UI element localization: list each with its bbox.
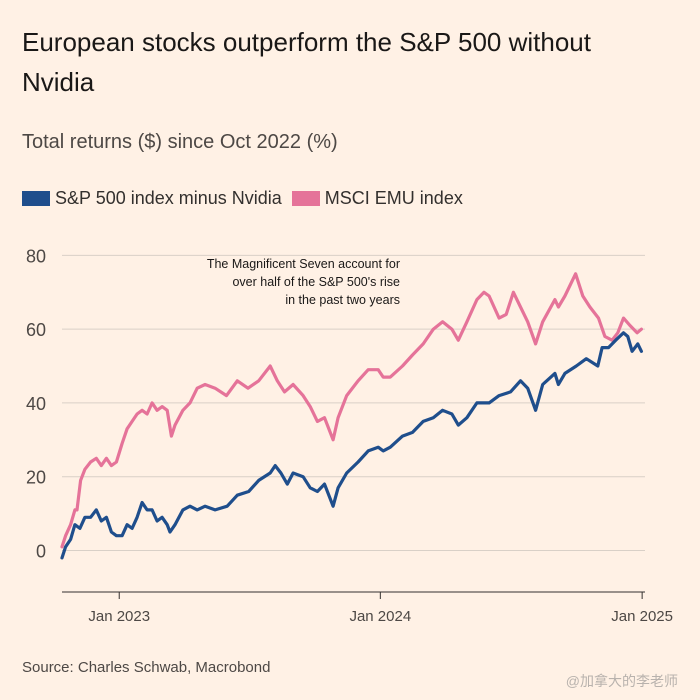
y-tick-label: 0 (36, 541, 46, 561)
series-line-sp500-minus-nvidia (60, 331, 643, 560)
legend-swatch-msci (291, 191, 320, 206)
legend-label-sp500: S&P 500 index minus Nvidia (55, 188, 282, 208)
series-line-msci-emu (60, 272, 643, 549)
x-tick-label: Jan 2025 (611, 608, 673, 625)
legend-item-sp500: S&P 500 index minus Nvidia (22, 188, 282, 209)
watermark: @加拿大的李老师 (565, 673, 678, 689)
x-tick-label: Jan 2023 (88, 608, 150, 625)
y-tick-label: 40 (26, 394, 46, 414)
y-tick-label: 80 (26, 246, 46, 266)
annotation-magnificent-seven: The Magnificent Seven account for over ha… (207, 257, 400, 307)
source-note: Source: Charles Schwab, Macrobond (22, 659, 271, 676)
legend-swatch-sp500 (22, 191, 50, 206)
y-tick-label: 60 (26, 320, 46, 340)
legend-item-msci: MSCI EMU index (291, 188, 463, 209)
chart-title: European stocks outperform the S&P 500 w… (22, 27, 591, 97)
y-tick-label: 20 (26, 468, 46, 488)
x-tick-label: Jan 2024 (349, 608, 411, 625)
legend-label-msci: MSCI EMU index (324, 188, 463, 208)
line-chart: 0 20 40 60 80 Jan 2023 Jan 2024 Jan 2025 The Mag… (26, 246, 673, 625)
legend: S&P 500 index minus Nvidia MSCI EMU inde… (22, 188, 473, 209)
chart-subtitle: Total returns ($) since Oct 2022 (%) (22, 131, 338, 153)
